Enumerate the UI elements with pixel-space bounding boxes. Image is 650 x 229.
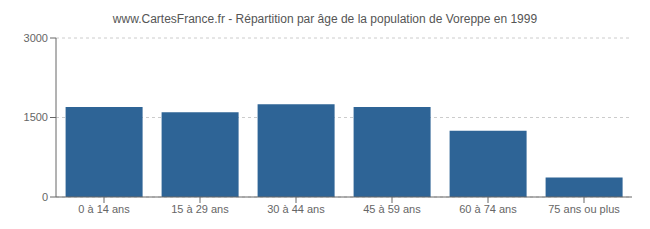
svg-text:15 à 29 ans: 15 à 29 ans bbox=[171, 203, 229, 215]
svg-text:3000: 3000 bbox=[24, 32, 48, 44]
svg-text:75 ans ou plus: 75 ans ou plus bbox=[548, 203, 620, 215]
svg-text:45 à 59 ans: 45 à 59 ans bbox=[363, 203, 421, 215]
svg-text:30 à 44 ans: 30 à 44 ans bbox=[267, 203, 325, 215]
svg-text:1500: 1500 bbox=[24, 111, 48, 123]
svg-text:0 à 14 ans: 0 à 14 ans bbox=[78, 203, 130, 215]
svg-text:0: 0 bbox=[42, 191, 48, 203]
html-text:www.CartesFrance.fr - Répartit: www.CartesFrance.fr - Répartition par âg… bbox=[112, 12, 538, 26]
svg-text:60 à 74 ans: 60 à 74 ans bbox=[459, 203, 517, 215]
